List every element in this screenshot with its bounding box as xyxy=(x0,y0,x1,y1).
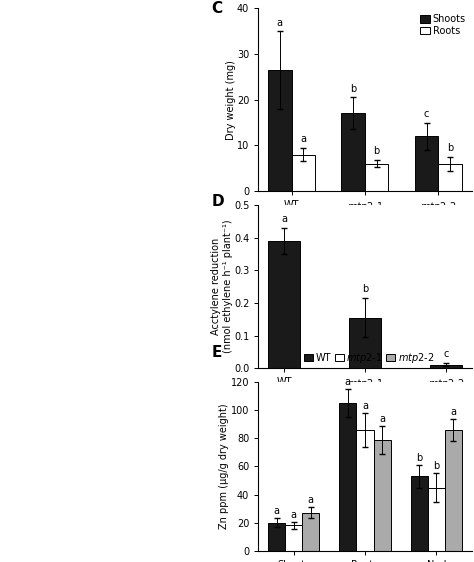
Text: a: a xyxy=(277,17,283,28)
Text: E: E xyxy=(211,345,222,360)
Bar xyxy=(339,404,356,551)
Bar xyxy=(356,430,374,551)
Text: a: a xyxy=(345,377,351,387)
Text: b: b xyxy=(433,461,439,472)
Text: a: a xyxy=(450,406,456,416)
Text: a: a xyxy=(379,414,385,424)
Bar xyxy=(302,513,319,551)
Bar xyxy=(292,155,315,191)
Text: a: a xyxy=(273,506,280,516)
Text: b: b xyxy=(350,84,356,94)
Y-axis label: Dry weight (mg): Dry weight (mg) xyxy=(226,60,236,140)
Text: a: a xyxy=(281,214,287,224)
Bar xyxy=(268,241,301,368)
Bar xyxy=(285,525,302,551)
Text: a: a xyxy=(308,495,314,505)
Text: c: c xyxy=(443,350,448,359)
Bar xyxy=(365,164,389,191)
Legend: Shoots, Roots: Shoots, Roots xyxy=(419,13,467,37)
Text: a: a xyxy=(362,401,368,411)
Bar xyxy=(428,487,445,551)
Bar xyxy=(349,318,381,368)
Text: D: D xyxy=(211,194,224,209)
Bar xyxy=(429,365,462,368)
Text: C: C xyxy=(211,1,222,16)
Bar xyxy=(438,164,462,191)
Text: b: b xyxy=(447,143,453,153)
Bar xyxy=(268,523,285,551)
Bar xyxy=(374,439,391,551)
Bar xyxy=(410,477,428,551)
Y-axis label: Zn ppm (μg/g dry weight): Zn ppm (μg/g dry weight) xyxy=(219,404,229,529)
Text: a: a xyxy=(291,510,297,520)
Bar xyxy=(445,430,462,551)
Text: a: a xyxy=(301,134,306,144)
Bar xyxy=(341,114,365,191)
Text: b: b xyxy=(362,284,368,294)
Bar xyxy=(268,70,292,191)
Text: b: b xyxy=(374,146,380,156)
Bar xyxy=(415,137,438,191)
Text: b: b xyxy=(416,453,422,463)
Y-axis label: Acctylene reduction
(nmol ethylene h⁻¹ plant⁻¹): Acctylene reduction (nmol ethylene h⁻¹ p… xyxy=(211,220,233,353)
Legend: WT, $\it{mtp2}$-$\it{1}$, $\it{mtp2}$-$\it{2}$: WT, $\it{mtp2}$-$\it{1}$, $\it{mtp2}$-$\… xyxy=(303,350,435,366)
Text: c: c xyxy=(424,109,429,119)
